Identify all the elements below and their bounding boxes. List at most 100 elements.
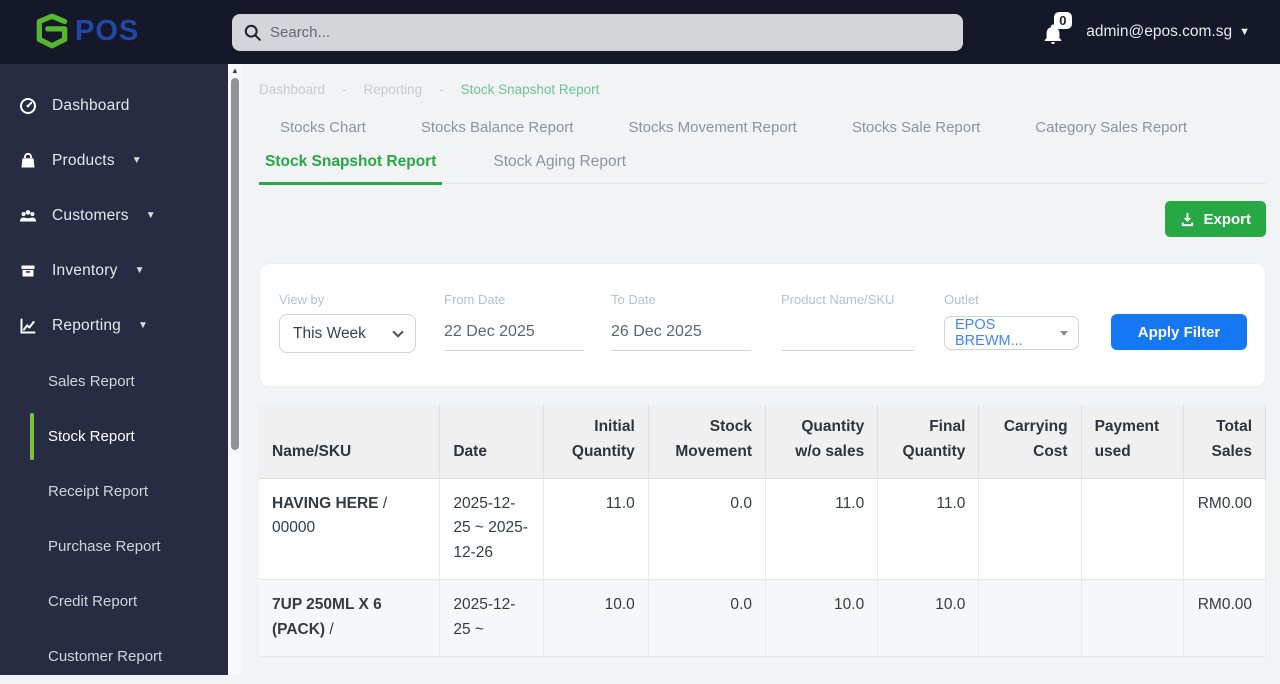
report-tabs-row1: Stocks Chart Stocks Balance Report Stocks … — [259, 119, 1266, 136]
tab-stocks-movement-report[interactable]: Stocks Movement Report — [628, 119, 797, 136]
tab-stocks-balance-report[interactable]: Stocks Balance Report — [420, 119, 574, 136]
cell-final-quantity: 11.0 — [878, 478, 980, 580]
product-label: Product Name/SKU — [781, 292, 895, 307]
column-header-stock-movement: Stock Movement — [648, 405, 766, 479]
sidebar-item-receipt-report[interactable]: Receipt Report — [0, 464, 228, 519]
epos-logo-icon — [36, 13, 68, 49]
sidebar-item-customers[interactable]: Customers ▼ — [0, 188, 228, 243]
table-row: 7UP 250ML X 6 (PACK) /2025-12-25 ~10.0 0.… — [259, 579, 1266, 657]
chart-icon — [20, 318, 36, 334]
breadcrumb: Dashboard - Reporting - Stock Snapshot Repor… — [259, 82, 1266, 97]
logo-text: POS — [75, 14, 140, 47]
column-header-payment-used: Payment used — [1081, 405, 1184, 479]
column-header-quantity-w-o-sales: Quantity w/o sales — [765, 405, 879, 479]
content-scrollbar[interactable]: ▲ — [228, 64, 242, 675]
to-date-value: 26 Dec 2025 — [611, 323, 702, 340]
tab-stock-aging-report[interactable]: Stock Aging Report — [493, 153, 627, 170]
bag-icon — [21, 152, 35, 168]
app-logo[interactable]: POS — [33, 13, 139, 49]
filter-panel: View by From Date To Date Product Name/S… — [259, 263, 1266, 387]
to-date-input[interactable]: 26 Dec 2025 — [611, 314, 751, 351]
sidebar-item-credit-report[interactable]: Credit Report — [0, 574, 228, 629]
from-date-input[interactable]: 22 Dec 2025 — [444, 314, 584, 351]
view-by-value: This Week — [293, 324, 366, 342]
export-label: Export — [1203, 210, 1251, 228]
scrollbar-thumb[interactable] — [231, 78, 239, 450]
tab-stocks-sale-report[interactable]: Stocks Sale Report — [851, 119, 981, 136]
gauge-icon — [20, 97, 36, 114]
sidebar-item-label: Inventory — [52, 261, 118, 279]
column-header-final-quantity: Final Quantity — [878, 405, 980, 479]
sidebar-item-label: Dashboard — [52, 96, 130, 114]
cell-carrying-cost — [979, 478, 1082, 580]
caret-down-icon: ▼ — [1239, 26, 1250, 38]
tab-stock-snapshot-report[interactable]: Stock Snapshot Report — [259, 153, 443, 185]
apply-filter-button[interactable]: Apply Filter — [1111, 314, 1247, 350]
sidebar-item-products[interactable]: Products ▼ — [0, 133, 228, 188]
breadcrumb-item[interactable]: Reporting — [363, 82, 423, 97]
cell-name-sku: HAVING HERE /00000 — [259, 478, 441, 580]
notifications-button[interactable]: 0 — [1042, 12, 1072, 46]
breadcrumb-item[interactable]: Dashboard — [259, 82, 326, 97]
sidebar-subitem-label: Purchase Report — [48, 537, 161, 555]
search-input[interactable] — [270, 24, 951, 41]
caret-down-icon: ▼ — [145, 210, 156, 222]
sidebar-item-inventory[interactable]: Inventory ▼ — [0, 243, 228, 298]
chevron-down-icon — [392, 325, 404, 338]
sidebar-subitem-label: Customer Report — [48, 647, 163, 665]
cell-stock-movement: 0.0 — [648, 579, 766, 657]
sidebar-item-label: Customers — [52, 206, 129, 224]
bell-icon — [1045, 24, 1062, 45]
view-by-select[interactable]: This Week — [279, 314, 416, 353]
topbar: POS 0 admin@epos.com.sg ▼ — [0, 0, 1280, 64]
column-header-date: Date — [440, 405, 544, 479]
user-menu[interactable]: admin@epos.com.sg ▼ — [1086, 23, 1250, 41]
from-date-label: From Date — [444, 292, 506, 307]
sidebar-item-label: Reporting — [52, 316, 122, 334]
download-icon — [1182, 212, 1194, 226]
table-row: HAVING HERE /00000 2025-12-25 ~ 2025-12-2… — [259, 478, 1266, 580]
breadcrumb-separator: - — [439, 82, 444, 97]
search-icon — [244, 24, 261, 41]
users-icon — [20, 209, 36, 222]
column-header-name-sku: Name/SKU — [259, 405, 441, 479]
cell-quantity-wo-sales: 10.0 — [765, 579, 879, 657]
sidebar: Dashboard Products ▼ Customers ▼ Inventory ▼ Re… — [0, 64, 228, 675]
export-row: Export — [259, 201, 1266, 237]
sidebar-subitem-label: Credit Report — [48, 592, 138, 610]
caret-down-icon — [1060, 330, 1068, 336]
product-name: HAVING HERE — [272, 494, 379, 512]
to-date-label: To Date — [611, 292, 656, 307]
caret-down-icon: ▼ — [131, 155, 142, 167]
from-date-value: 22 Dec 2025 — [444, 323, 535, 340]
cell-final-quantity: 10.0 — [878, 579, 980, 657]
tab-category-sales-report[interactable]: Category Sales Report — [1035, 119, 1188, 136]
sidebar-item-sales-report[interactable]: Sales Report — [0, 353, 228, 408]
user-email: admin@epos.com.sg — [1086, 23, 1233, 40]
sidebar-item-customer-report[interactable]: Customer Report — [0, 629, 228, 684]
column-header-carrying-cost: Carrying Cost — [979, 405, 1082, 479]
cell-payment-used — [1081, 579, 1184, 657]
main-content: Dashboard - Reporting - Stock Snapshot Repor… — [242, 64, 1280, 675]
cell-total-sales: RM0.00 — [1183, 579, 1266, 657]
product-sku-input[interactable] — [781, 314, 914, 351]
outlet-select[interactable]: EPOS BREWM... — [944, 316, 1079, 350]
export-button[interactable]: Export — [1165, 201, 1266, 237]
search-bar — [232, 14, 963, 51]
product-name: 7UP 250ML X 6 (PACK) — [272, 595, 382, 638]
tab-stocks-chart[interactable]: Stocks Chart — [280, 119, 366, 136]
sidebar-item-dashboard[interactable]: Dashboard — [0, 78, 228, 133]
breadcrumb-item: Stock Snapshot Report — [460, 82, 600, 97]
cell-quantity-wo-sales: 11.0 — [765, 478, 879, 580]
scrollbar-up-arrow[interactable]: ▲ — [231, 66, 239, 75]
cell-carrying-cost — [979, 579, 1082, 657]
sidebar-subitem-label: Sales Report — [48, 372, 135, 390]
sidebar-item-stock-report[interactable]: Stock Report — [0, 409, 228, 464]
sidebar-item-reporting[interactable]: Reporting ▼ — [0, 298, 228, 353]
caret-down-icon: ▼ — [134, 265, 145, 277]
sidebar-subitem-label: Receipt Report — [48, 482, 149, 500]
topbar-right: 0 admin@epos.com.sg ▼ — [1042, 0, 1250, 64]
column-header-initial-quantity: Initial Quantity — [543, 405, 649, 479]
outlet-label: Outlet — [944, 292, 979, 307]
sidebar-item-purchase-report[interactable]: Purchase Report — [0, 519, 228, 574]
